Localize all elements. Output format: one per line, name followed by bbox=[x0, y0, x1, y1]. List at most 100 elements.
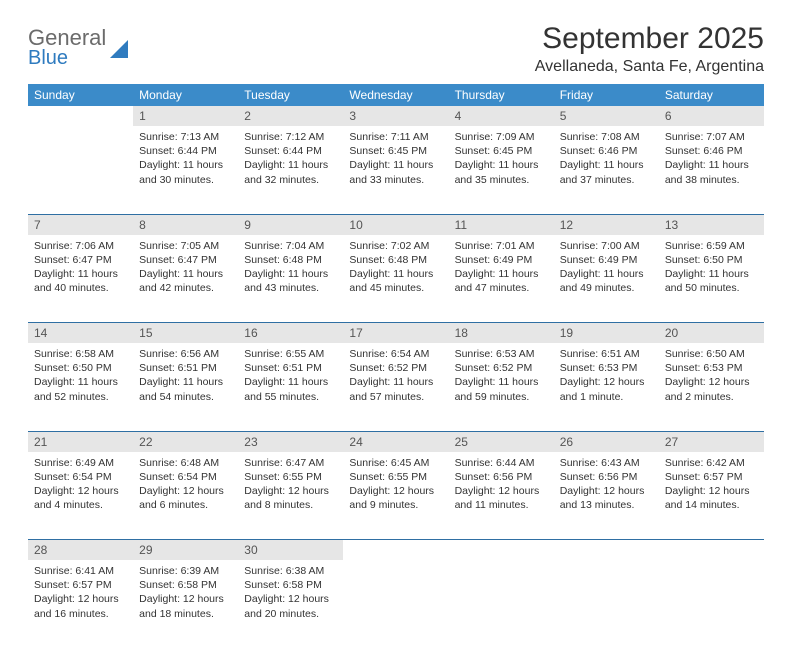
daylight-text: Daylight: 11 hours and 59 minutes. bbox=[455, 375, 548, 403]
page: General Blue September 2025 Avellaneda, … bbox=[0, 0, 792, 670]
week-row: Sunrise: 6:58 AMSunset: 6:50 PM Daylight:… bbox=[28, 343, 764, 431]
day-number-cell: 4 bbox=[449, 106, 554, 126]
day-number-cell: 23 bbox=[238, 431, 343, 452]
day-cell: Sunrise: 6:50 AMSunset: 6:53 PMDaylight:… bbox=[659, 343, 764, 431]
sunset-text: Sunset: 6:57 PM bbox=[34, 578, 127, 592]
daylight-text: Daylight: 12 hours and 2 minutes. bbox=[665, 375, 758, 403]
day-cell bbox=[449, 560, 554, 648]
day-cell: Sunrise: 6:49 AMSunset: 6:54 PMDaylight:… bbox=[28, 452, 133, 540]
day-cell: Sunrise: 6:55 AMSunset: 6:51 PMDaylight:… bbox=[238, 343, 343, 431]
day-cell: Sunrise: 7:07 AMSunset: 6:46 PMDaylight:… bbox=[659, 126, 764, 214]
day-cell: Sunrise: 6:47 AMSunset: 6:55 PMDaylight:… bbox=[238, 452, 343, 540]
day-cell: Sunrise: 6:44 AMSunset: 6:56 PMDaylight:… bbox=[449, 452, 554, 540]
day-cell bbox=[554, 560, 659, 648]
sunset-text: Sunset: 6:51 PM bbox=[139, 361, 232, 375]
day-cell-body: Sunrise: 6:38 AMSunset: 6:58 PMDaylight:… bbox=[238, 560, 343, 627]
sunset-text: Sunset: 6:58 PM bbox=[139, 578, 232, 592]
sunset-text: Sunset: 6:54 PM bbox=[34, 470, 127, 484]
day-cell-body: Sunrise: 7:11 AMSunset: 6:45 PMDaylight:… bbox=[343, 126, 448, 193]
sunset-text: Sunset: 6:58 PM bbox=[244, 578, 337, 592]
day-cell: Sunrise: 6:41 AMSunset: 6:57 PMDaylight:… bbox=[28, 560, 133, 648]
daynum-row: 123456 bbox=[28, 106, 764, 126]
day-number-cell: 7 bbox=[28, 214, 133, 235]
daynum-row: 21222324252627 bbox=[28, 431, 764, 452]
sunrise-text: Sunrise: 6:59 AM bbox=[665, 239, 758, 253]
sunset-text: Sunset: 6:52 PM bbox=[455, 361, 548, 375]
day-number-cell: 14 bbox=[28, 323, 133, 344]
day-cell: Sunrise: 7:06 AMSunset: 6:47 PMDaylight:… bbox=[28, 235, 133, 323]
day-number-cell: 26 bbox=[554, 431, 659, 452]
day-cell-body: Sunrise: 6:47 AMSunset: 6:55 PMDaylight:… bbox=[238, 452, 343, 519]
sunrise-text: Sunrise: 6:53 AM bbox=[455, 347, 548, 361]
day-number-cell: 8 bbox=[133, 214, 238, 235]
day-number-cell: 21 bbox=[28, 431, 133, 452]
daylight-text: Daylight: 12 hours and 13 minutes. bbox=[560, 484, 653, 512]
sunrise-text: Sunrise: 7:02 AM bbox=[349, 239, 442, 253]
sunset-text: Sunset: 6:47 PM bbox=[34, 253, 127, 267]
day-cell-body: Sunrise: 6:42 AMSunset: 6:57 PMDaylight:… bbox=[659, 452, 764, 519]
day-cell: Sunrise: 6:48 AMSunset: 6:54 PMDaylight:… bbox=[133, 452, 238, 540]
sunrise-text: Sunrise: 7:09 AM bbox=[455, 130, 548, 144]
day-number-cell bbox=[449, 540, 554, 561]
day-cell: Sunrise: 6:38 AMSunset: 6:58 PMDaylight:… bbox=[238, 560, 343, 648]
sunset-text: Sunset: 6:49 PM bbox=[455, 253, 548, 267]
logo-text: General Blue bbox=[28, 28, 106, 68]
sunrise-text: Sunrise: 7:00 AM bbox=[560, 239, 653, 253]
day-cell-body: Sunrise: 6:55 AMSunset: 6:51 PMDaylight:… bbox=[238, 343, 343, 410]
day-cell: Sunrise: 6:51 AMSunset: 6:53 PMDaylight:… bbox=[554, 343, 659, 431]
sunset-text: Sunset: 6:44 PM bbox=[139, 144, 232, 158]
daylight-text: Daylight: 11 hours and 50 minutes. bbox=[665, 267, 758, 295]
day-cell: Sunrise: 6:43 AMSunset: 6:56 PMDaylight:… bbox=[554, 452, 659, 540]
day-number-cell: 15 bbox=[133, 323, 238, 344]
sunrise-text: Sunrise: 6:50 AM bbox=[665, 347, 758, 361]
weekday-header: Tuesday bbox=[238, 84, 343, 106]
sunrise-text: Sunrise: 6:43 AM bbox=[560, 456, 653, 470]
sunrise-text: Sunrise: 7:12 AM bbox=[244, 130, 337, 144]
day-cell: Sunrise: 7:04 AMSunset: 6:48 PMDaylight:… bbox=[238, 235, 343, 323]
weekday-header: Wednesday bbox=[343, 84, 448, 106]
sunrise-text: Sunrise: 6:45 AM bbox=[349, 456, 442, 470]
day-cell: Sunrise: 6:39 AMSunset: 6:58 PMDaylight:… bbox=[133, 560, 238, 648]
sunset-text: Sunset: 6:46 PM bbox=[560, 144, 653, 158]
sunrise-text: Sunrise: 7:13 AM bbox=[139, 130, 232, 144]
day-number-cell: 13 bbox=[659, 214, 764, 235]
sunrise-text: Sunrise: 7:06 AM bbox=[34, 239, 127, 253]
day-cell: Sunrise: 6:59 AMSunset: 6:50 PMDaylight:… bbox=[659, 235, 764, 323]
day-number-cell bbox=[554, 540, 659, 561]
month-title: September 2025 bbox=[535, 22, 764, 56]
day-cell: Sunrise: 6:45 AMSunset: 6:55 PMDaylight:… bbox=[343, 452, 448, 540]
weekday-header: Monday bbox=[133, 84, 238, 106]
daynum-row: 282930 bbox=[28, 540, 764, 561]
day-number-cell bbox=[343, 540, 448, 561]
weekday-header: Thursday bbox=[449, 84, 554, 106]
daylight-text: Daylight: 12 hours and 9 minutes. bbox=[349, 484, 442, 512]
daylight-text: Daylight: 11 hours and 30 minutes. bbox=[139, 158, 232, 186]
weekday-header: Sunday bbox=[28, 84, 133, 106]
sunset-text: Sunset: 6:50 PM bbox=[665, 253, 758, 267]
weekday-header: Saturday bbox=[659, 84, 764, 106]
sunrise-text: Sunrise: 6:58 AM bbox=[34, 347, 127, 361]
sunrise-text: Sunrise: 6:41 AM bbox=[34, 564, 127, 578]
weekday-header-row: Sunday Monday Tuesday Wednesday Thursday… bbox=[28, 84, 764, 106]
daylight-text: Daylight: 11 hours and 54 minutes. bbox=[139, 375, 232, 403]
day-cell-body: Sunrise: 6:56 AMSunset: 6:51 PMDaylight:… bbox=[133, 343, 238, 410]
daylight-text: Daylight: 12 hours and 8 minutes. bbox=[244, 484, 337, 512]
day-number-cell: 6 bbox=[659, 106, 764, 126]
day-number-cell: 24 bbox=[343, 431, 448, 452]
sunrise-text: Sunrise: 7:05 AM bbox=[139, 239, 232, 253]
sunrise-text: Sunrise: 7:07 AM bbox=[665, 130, 758, 144]
sunset-text: Sunset: 6:53 PM bbox=[665, 361, 758, 375]
day-number-cell: 2 bbox=[238, 106, 343, 126]
daylight-text: Daylight: 11 hours and 42 minutes. bbox=[139, 267, 232, 295]
week-row: Sunrise: 6:49 AMSunset: 6:54 PMDaylight:… bbox=[28, 452, 764, 540]
sunrise-text: Sunrise: 7:11 AM bbox=[349, 130, 442, 144]
day-cell-body: Sunrise: 7:13 AMSunset: 6:44 PMDaylight:… bbox=[133, 126, 238, 193]
day-cell-body: Sunrise: 7:08 AMSunset: 6:46 PMDaylight:… bbox=[554, 126, 659, 193]
sail-icon bbox=[110, 40, 128, 58]
sunset-text: Sunset: 6:50 PM bbox=[34, 361, 127, 375]
sunset-text: Sunset: 6:45 PM bbox=[349, 144, 442, 158]
day-number-cell: 11 bbox=[449, 214, 554, 235]
day-number-cell: 1 bbox=[133, 106, 238, 126]
sunrise-text: Sunrise: 6:56 AM bbox=[139, 347, 232, 361]
week-row: Sunrise: 7:13 AMSunset: 6:44 PMDaylight:… bbox=[28, 126, 764, 214]
